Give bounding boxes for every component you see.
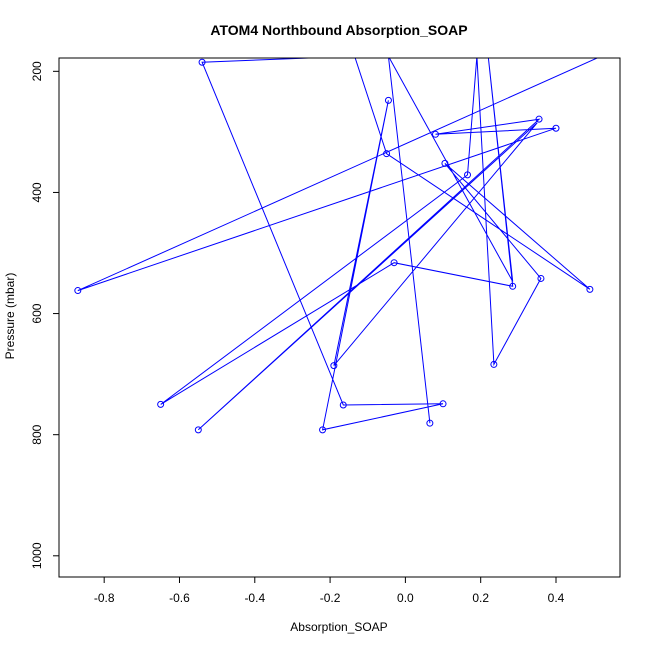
data-point: [490, 360, 498, 368]
plot-frame: [58, 57, 621, 578]
x-tick-label: -0.6: [169, 591, 190, 605]
x-tick-label: 0.4: [548, 591, 565, 605]
plot-area: [74, 58, 599, 434]
y-tick-label: 200: [30, 61, 44, 81]
data-point: [464, 171, 472, 179]
data-point: [157, 400, 165, 408]
y-tick-label: 600: [30, 303, 44, 323]
data-point: [586, 285, 594, 293]
y-tick-label: 800: [30, 424, 44, 444]
y-axis-label: Pressure (mbar): [3, 273, 17, 360]
data-point: [390, 259, 398, 267]
data-point: [441, 159, 449, 167]
x-axis-label: Absorption_SOAP: [290, 620, 387, 634]
y-tick-label: 1000: [30, 542, 44, 569]
data-point: [198, 58, 206, 66]
axes: -0.8 -0.6 -0.4 -0.2 0.0 0.2 0.4 200 400 600 800 100…: [30, 57, 621, 605]
data-point: [537, 274, 545, 282]
data-point: [439, 400, 447, 408]
x-tick-label: -0.8: [94, 591, 115, 605]
series-line: [77, 58, 599, 431]
x-tick-label: 0.0: [397, 591, 414, 605]
data-point: [432, 130, 440, 138]
chart-title: ATOM4 Northbound Absorption_SOAP: [210, 22, 467, 38]
x-tick-label: -0.2: [320, 591, 341, 605]
x-tick-label: -0.4: [244, 591, 265, 605]
data-point: [384, 96, 392, 104]
y-tick-label: 400: [30, 182, 44, 202]
series-layer: [74, 58, 599, 434]
data-point: [535, 115, 543, 123]
data-point: [509, 282, 517, 290]
data-point: [319, 426, 327, 434]
data-point: [383, 150, 391, 158]
data-point: [552, 124, 560, 132]
data-point: [74, 287, 82, 295]
data-point: [426, 419, 434, 427]
data-point: [194, 426, 202, 434]
data-point: [339, 401, 347, 409]
x-tick-label: 0.2: [472, 591, 489, 605]
data-point: [330, 362, 338, 370]
